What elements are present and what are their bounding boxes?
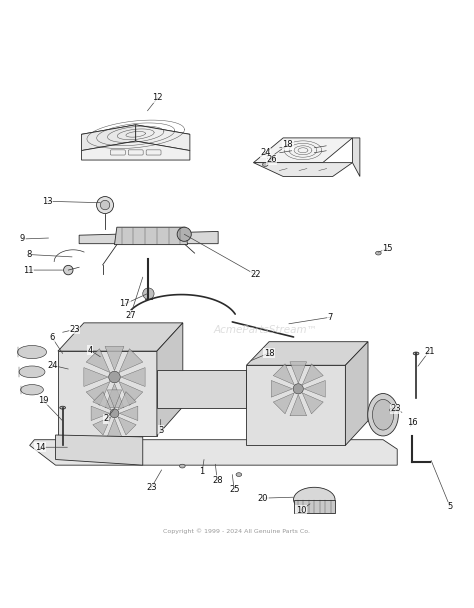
Text: 14: 14	[35, 443, 46, 452]
Polygon shape	[273, 393, 294, 414]
Polygon shape	[58, 351, 157, 436]
Text: 1: 1	[200, 468, 205, 476]
Polygon shape	[246, 365, 346, 446]
Ellipse shape	[368, 393, 398, 436]
Text: 23: 23	[146, 483, 156, 492]
Text: AcmePartsStream™: AcmePartsStream™	[213, 325, 317, 335]
Polygon shape	[304, 381, 325, 397]
Text: 22: 22	[251, 271, 261, 279]
Polygon shape	[82, 141, 190, 160]
Circle shape	[109, 371, 120, 383]
Polygon shape	[82, 125, 190, 143]
Ellipse shape	[270, 156, 275, 160]
Ellipse shape	[413, 352, 419, 355]
Text: 10: 10	[296, 506, 306, 515]
Polygon shape	[86, 349, 110, 373]
Circle shape	[100, 200, 110, 210]
Text: 27: 27	[125, 311, 136, 320]
Polygon shape	[84, 368, 108, 387]
Polygon shape	[121, 368, 145, 387]
Polygon shape	[273, 364, 294, 385]
Text: 17: 17	[119, 300, 130, 308]
Polygon shape	[115, 227, 188, 244]
Text: 23: 23	[390, 404, 401, 413]
Text: 4: 4	[87, 346, 92, 354]
Polygon shape	[254, 138, 353, 162]
Polygon shape	[58, 323, 183, 351]
Polygon shape	[93, 417, 111, 435]
Circle shape	[177, 227, 191, 241]
Polygon shape	[302, 364, 323, 385]
Polygon shape	[82, 125, 136, 151]
Text: 9: 9	[20, 235, 25, 243]
Text: 8: 8	[26, 250, 31, 259]
Polygon shape	[290, 362, 307, 383]
Polygon shape	[254, 162, 353, 176]
Polygon shape	[105, 384, 124, 407]
Ellipse shape	[18, 345, 46, 359]
Ellipse shape	[293, 487, 335, 512]
Text: 7: 7	[328, 313, 333, 322]
Circle shape	[143, 288, 154, 299]
Text: Copyright © 1999 - 2024 All Genuine Parts Co.: Copyright © 1999 - 2024 All Genuine Part…	[164, 528, 310, 534]
Ellipse shape	[263, 162, 268, 167]
Polygon shape	[30, 440, 397, 465]
Polygon shape	[119, 349, 143, 373]
Ellipse shape	[180, 465, 185, 468]
Polygon shape	[55, 435, 143, 465]
Text: 6: 6	[50, 333, 55, 342]
Polygon shape	[93, 392, 111, 410]
Polygon shape	[86, 382, 110, 406]
Text: 26: 26	[266, 155, 277, 164]
Polygon shape	[119, 382, 143, 406]
Polygon shape	[91, 406, 109, 421]
Polygon shape	[105, 347, 124, 371]
Circle shape	[97, 196, 114, 213]
Text: 5: 5	[447, 502, 453, 511]
Polygon shape	[136, 125, 190, 151]
Polygon shape	[271, 381, 292, 397]
Text: 2: 2	[103, 415, 109, 424]
Polygon shape	[107, 390, 122, 409]
Ellipse shape	[373, 399, 394, 430]
Ellipse shape	[375, 251, 381, 255]
Ellipse shape	[60, 406, 65, 409]
Text: 24: 24	[260, 148, 271, 157]
Polygon shape	[119, 406, 138, 421]
Text: 16: 16	[407, 418, 418, 427]
Text: 13: 13	[42, 197, 53, 206]
Polygon shape	[157, 370, 246, 408]
Text: 11: 11	[24, 266, 34, 275]
Text: 21: 21	[424, 347, 435, 356]
Text: 18: 18	[264, 348, 274, 358]
Text: 25: 25	[229, 485, 239, 494]
Polygon shape	[157, 323, 183, 436]
Polygon shape	[293, 500, 335, 513]
Circle shape	[64, 265, 73, 275]
Circle shape	[110, 409, 119, 418]
Text: 18: 18	[283, 140, 293, 149]
Text: 23: 23	[69, 325, 80, 334]
Ellipse shape	[390, 408, 395, 412]
Ellipse shape	[236, 472, 242, 477]
Text: 19: 19	[37, 396, 48, 405]
Text: 15: 15	[383, 244, 393, 253]
Polygon shape	[353, 138, 360, 176]
Polygon shape	[290, 395, 307, 416]
Polygon shape	[118, 417, 136, 435]
Text: 20: 20	[258, 494, 268, 503]
Text: 28: 28	[212, 475, 222, 485]
Text: 12: 12	[153, 93, 163, 102]
Polygon shape	[118, 392, 136, 410]
Polygon shape	[346, 342, 368, 446]
Polygon shape	[107, 418, 122, 437]
Polygon shape	[246, 342, 368, 365]
Text: 24: 24	[47, 361, 57, 370]
Circle shape	[293, 384, 303, 394]
Polygon shape	[79, 232, 218, 244]
Text: 3: 3	[158, 426, 164, 435]
Polygon shape	[302, 393, 323, 414]
Ellipse shape	[20, 385, 44, 395]
Ellipse shape	[19, 366, 45, 378]
